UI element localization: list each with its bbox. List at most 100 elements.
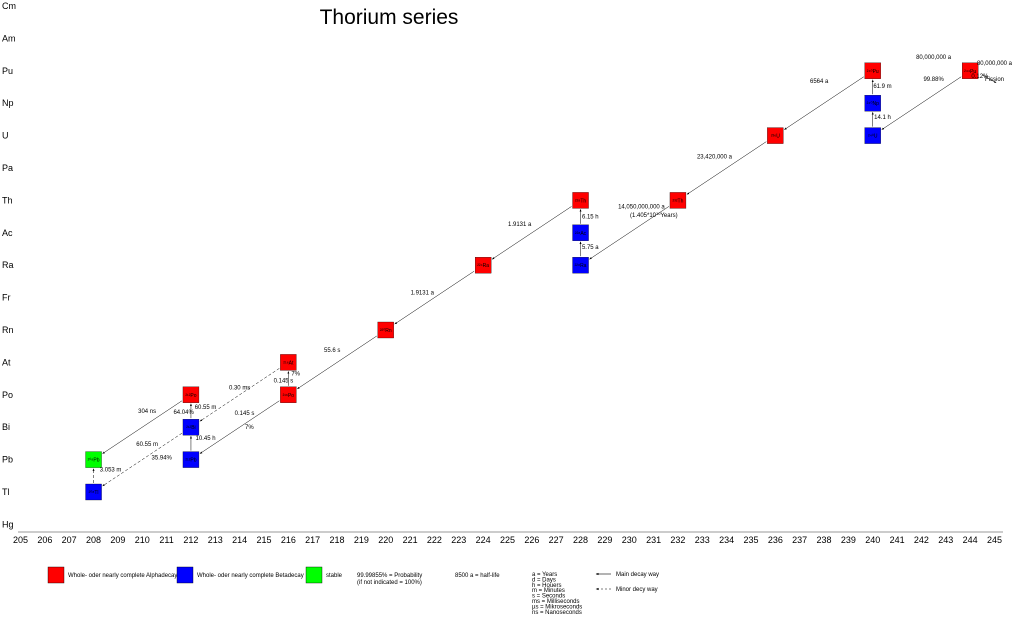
x-tick-label: 214 (232, 535, 247, 545)
legend-unit-line: a = Years (532, 572, 557, 578)
nuclide-symbol: ²⁴⁴Pu (964, 69, 976, 75)
y-axis-ticks: Cm Am Pu Np U Pa Th Ac Ra Fr Rn At Po Bi Pb Tl Hg (2, 1, 16, 529)
y-tick-label: Bi (2, 422, 10, 432)
x-tick-label: 227 (549, 535, 564, 545)
legend-stable-label: stable (326, 573, 343, 579)
main-decay-arrow (297, 335, 377, 390)
nuclide-symbol: ²⁴⁰Pu (867, 69, 879, 75)
main-decay-arrow (589, 206, 670, 260)
x-tick-label: 220 (378, 535, 393, 545)
x-tick-label: 237 (792, 535, 807, 545)
x-tick-label: 238 (817, 535, 832, 545)
main-decay-arrow (102, 400, 183, 454)
legend-unit-line: µs = Mikroseconds (532, 604, 582, 610)
legend: Whole- oder nearly complete Alphadecay W… (47, 566, 659, 616)
x-tick-label: 240 (865, 535, 880, 545)
nuclide-symbol: ²⁴⁰U (868, 134, 878, 140)
legend-probability-line1: 99.99855% = Probability (357, 573, 422, 579)
legend-alpha-label: Whole- oder nearly complete Alphadecay (68, 573, 177, 579)
x-tick-label: 209 (110, 535, 125, 545)
main-decay-arrow (686, 141, 767, 195)
x-tick-label: 242 (914, 535, 929, 545)
legend-alpha-swatch (47, 566, 65, 584)
decay-annotation: 0.30 ms (229, 385, 250, 391)
minor-decay-arrow (102, 432, 183, 487)
x-tick-label: 233 (695, 535, 710, 545)
main-decay-arrow (784, 76, 864, 130)
decay-annotation: 64.04% (173, 410, 194, 416)
nuclide-symbol: ²¹⁶Po (283, 393, 295, 399)
x-tick-label: 206 (37, 535, 52, 545)
decay-annotation: 60.55 m (195, 405, 217, 411)
y-tick-label: Pa (2, 163, 13, 173)
nuclide-box (572, 257, 589, 274)
x-tick-label: 212 (183, 535, 198, 545)
decay-annotation: 99.88% (923, 77, 944, 83)
y-tick-label: Pb (2, 455, 13, 465)
nuclide-box (377, 321, 394, 339)
nuclide-box (85, 483, 102, 501)
nuclide-box (572, 192, 589, 209)
decay-annotation: 0.12% (971, 74, 989, 80)
legend-halflife: 8500 a = half-life (455, 573, 500, 579)
nuclide-symbol: ²⁰⁸Pb (88, 458, 100, 464)
decay-annotation: 0.145 s (274, 378, 294, 384)
nuclide-symbol: ²¹²Pb (185, 458, 196, 464)
legend-stable-swatch (305, 566, 323, 584)
nuclide-symbol: ²²⁸Th (575, 198, 586, 204)
nuclide-box (864, 127, 881, 144)
x-tick-label: 241 (890, 535, 905, 545)
legend-unit-line: d = Days (532, 577, 556, 583)
nuclide-box (864, 95, 881, 112)
x-tick-label: 232 (670, 535, 685, 545)
decay-annotation: 1.9131 a (411, 291, 435, 297)
x-tick-label: 244 (963, 535, 978, 545)
y-tick-label: Fr (2, 293, 11, 303)
legend-beta-swatch (176, 566, 194, 584)
nuclide-box (474, 257, 492, 274)
x-tick-label: 207 (62, 535, 77, 545)
legend-unit-line: h = Houers (532, 583, 562, 589)
x-tick-label: 228 (573, 535, 588, 545)
decay-annotation: 1.9131 a (508, 222, 532, 228)
x-axis-ticks: 205 206 207 208 209 210 211 212 213 214 215 216 217 2… (13, 535, 1002, 545)
x-tick-label: 221 (403, 535, 418, 545)
x-tick-label: 216 (281, 535, 296, 545)
decay-annotation: 5.75 a (582, 245, 599, 251)
legend-unit-line: m = Minutes (532, 588, 565, 594)
x-tick-label: 208 (86, 535, 101, 545)
nuclide-symbol: ²²⁸Ac (575, 231, 587, 237)
nuclide-symbol: ²¹²Po (185, 393, 196, 399)
nuclide-symbol: ²¹²Bi (186, 425, 195, 431)
legend-unit-line: ms = Milliseconds (532, 599, 580, 605)
decay-annotations: 80,000,000 a 0.12% 99.88% 80,000,000 a Fissi… (100, 55, 1013, 474)
decay-annotation: 80,000,000 a (916, 55, 952, 61)
nuclide-symbol: ²³⁶U (771, 134, 780, 140)
x-tick-label: 224 (476, 535, 491, 545)
fission-arrow (982, 74, 997, 84)
nuclide-symbol: ²⁴⁰Np (867, 101, 879, 107)
decay-annotation: 6564 a (810, 79, 829, 85)
nuclide-box (182, 386, 200, 403)
fission-label: Fission (985, 77, 1004, 83)
y-tick-label: Pu (2, 66, 13, 76)
nuclide-box (280, 354, 297, 371)
x-tick-label: 236 (768, 535, 783, 545)
decay-annotation: 0.145 s (235, 411, 255, 417)
y-tick-label: At (2, 357, 11, 367)
nuclide-symbol: ²⁰⁸Tl (89, 490, 99, 496)
nuclide-box (864, 62, 881, 79)
x-tick-label: 213 (208, 535, 223, 545)
x-tick-label: 235 (743, 535, 758, 545)
legend-minor-label: Minor decy way (616, 587, 658, 593)
decay-annotation: 10.45 h (196, 436, 216, 442)
x-tick-label: 222 (427, 535, 442, 545)
legend-probability-line2: (if not indicated = 100%) (357, 580, 422, 586)
x-tick-label: 215 (256, 535, 271, 545)
x-tick-label: 219 (354, 535, 369, 545)
nuclide-symbol: ²²⁰Rn (380, 328, 392, 334)
legend-main-label: Main decay way (616, 572, 659, 578)
y-tick-label: Cm (2, 1, 16, 11)
decay-annotation: 7% (291, 371, 300, 377)
x-tick-label: 218 (330, 535, 345, 545)
